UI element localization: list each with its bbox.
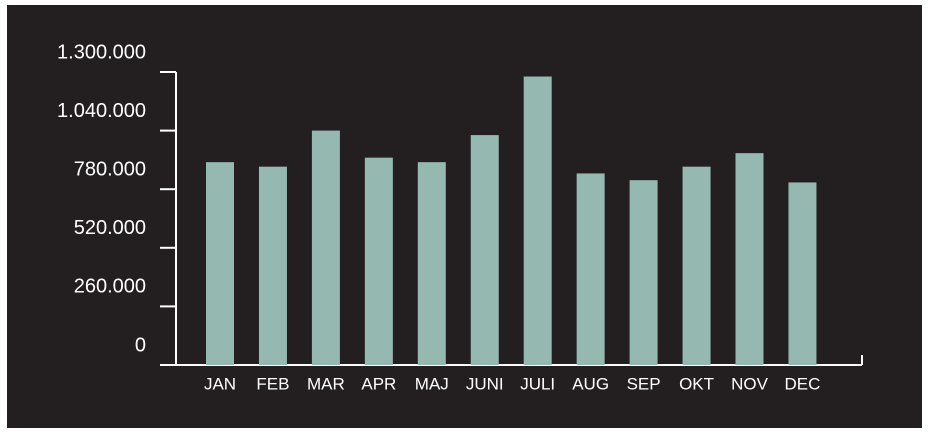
bar <box>788 182 817 365</box>
y-tick-label: 1.300.000 <box>57 41 146 63</box>
x-tick-label: FEB <box>256 374 289 393</box>
bar <box>470 135 499 365</box>
x-tick-label: JULI <box>520 374 555 393</box>
x-tick-label: SEP <box>627 374 661 393</box>
bar <box>206 162 234 365</box>
x-tick-label: DEC <box>784 374 820 393</box>
x-tick-label: MAJ <box>415 374 449 393</box>
y-tick-label: 780.000 <box>74 158 146 180</box>
bar <box>258 166 287 365</box>
x-tick-label: NOV <box>731 374 769 393</box>
y-tick-label: 260.000 <box>74 276 146 298</box>
y-tick-label: 1.040.000 <box>57 100 146 122</box>
x-tick-label: AUG <box>572 374 609 393</box>
x-tick-label: JUNI <box>466 374 504 393</box>
bar <box>311 130 340 365</box>
bar <box>576 173 605 365</box>
bar <box>523 76 552 365</box>
bar <box>682 166 711 365</box>
y-tick-label: 520.000 <box>74 217 146 239</box>
bar <box>364 157 393 365</box>
y-tick-label: 0 <box>135 334 146 356</box>
bar <box>417 162 446 365</box>
x-tick-label: APR <box>361 374 396 393</box>
background <box>7 5 922 428</box>
bar <box>629 180 658 365</box>
x-tick-label: OKT <box>679 374 714 393</box>
x-tick-label: JAN <box>204 374 236 393</box>
x-tick-label: MAR <box>307 374 345 393</box>
bar <box>735 153 764 365</box>
